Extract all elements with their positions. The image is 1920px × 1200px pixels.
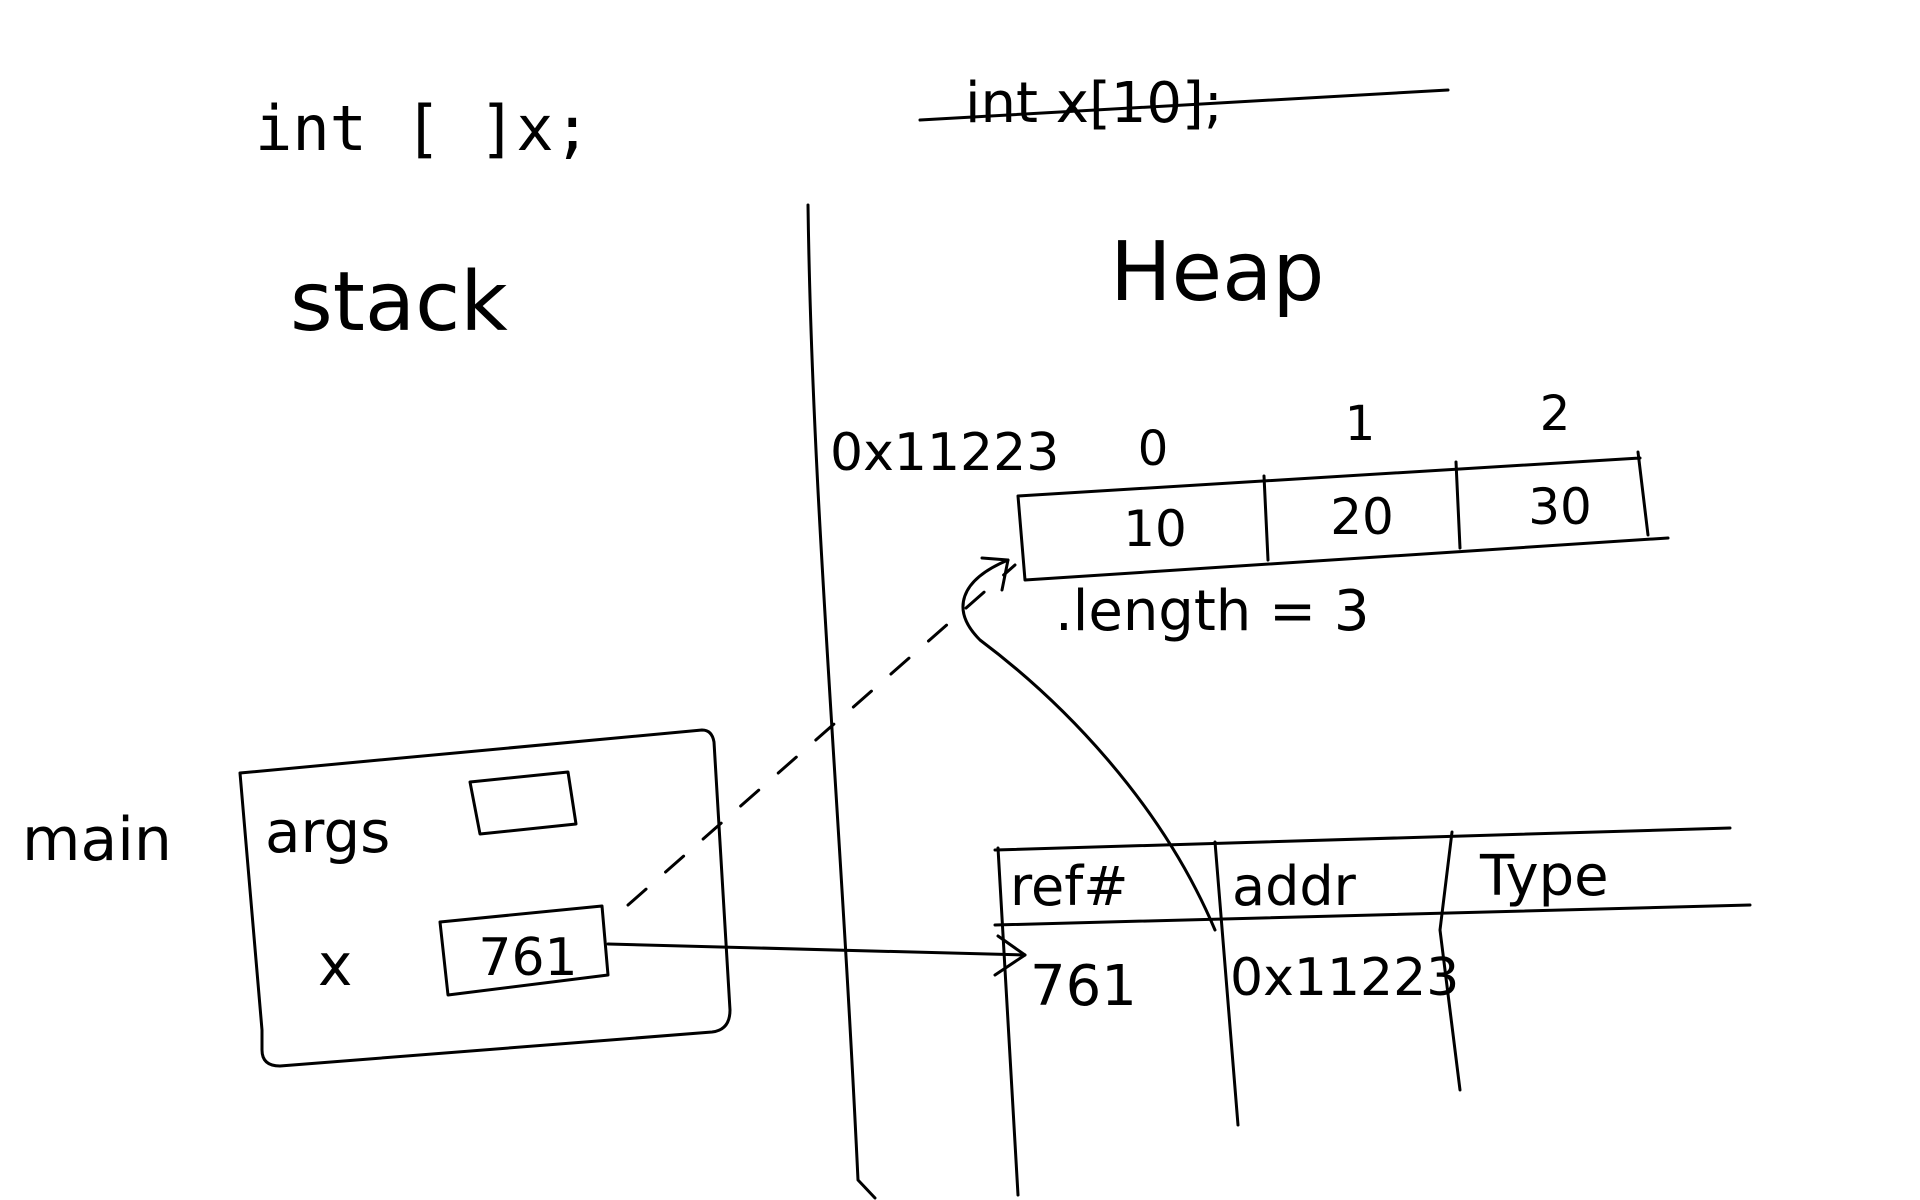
arrow-x-to-ref-table xyxy=(606,942,1027,957)
var-x-name: x xyxy=(318,931,352,999)
main-frame-box xyxy=(238,728,732,1068)
heap-title: Heap xyxy=(1110,225,1324,320)
strike-through-line xyxy=(918,88,1450,122)
ref-table-divider-1 xyxy=(1213,840,1240,1127)
declaration-valid: int [ ]x; xyxy=(255,92,591,165)
declaration-struck-text: int x[10]; xyxy=(965,71,1223,136)
ref-table-header-lines xyxy=(993,826,1752,927)
var-args-name: args xyxy=(265,798,390,866)
var-x-box xyxy=(438,904,610,997)
arrow-addr-to-array-head xyxy=(980,556,1010,592)
array-cell-2: 30 xyxy=(1528,478,1592,536)
arrow-addr-to-array xyxy=(961,558,1217,932)
ref-table-cell-addr: 0x11223 xyxy=(1230,948,1459,1008)
frame-label: main xyxy=(22,805,172,875)
array-length-note: .length = 3 xyxy=(1055,579,1369,644)
ref-table-header-addr: addr xyxy=(1232,855,1357,918)
array-address: 0x11223 xyxy=(830,423,1059,483)
stack-heap-divider xyxy=(806,203,877,1200)
declaration-struck: int x[10]; xyxy=(918,71,1450,136)
ref-table-header-ref: ref# xyxy=(1010,855,1129,918)
ref-table-cell-ref: 761 xyxy=(1030,954,1137,1019)
arrow-x-to-array-dashed xyxy=(626,563,1017,907)
ref-table-divider-2 xyxy=(1438,830,1462,1092)
array-index-1: 1 xyxy=(1345,396,1376,452)
array-box-outline xyxy=(1016,450,1670,582)
stack-title: stack xyxy=(290,255,508,350)
ref-table-header-type: Type xyxy=(1479,844,1609,909)
array-cell-divider-2 xyxy=(1454,460,1462,550)
array-index-0: 0 xyxy=(1138,421,1169,477)
ref-table-left-border xyxy=(996,846,1020,1197)
array-index-2: 2 xyxy=(1540,386,1571,442)
var-args-box xyxy=(468,770,578,836)
array-cell-0: 10 xyxy=(1123,500,1187,558)
array-cell-divider-1 xyxy=(1262,474,1270,562)
array-cell-1: 20 xyxy=(1330,488,1394,546)
arrow-x-to-ref-table-head xyxy=(993,934,1027,977)
var-x-value: 761 xyxy=(478,928,577,988)
